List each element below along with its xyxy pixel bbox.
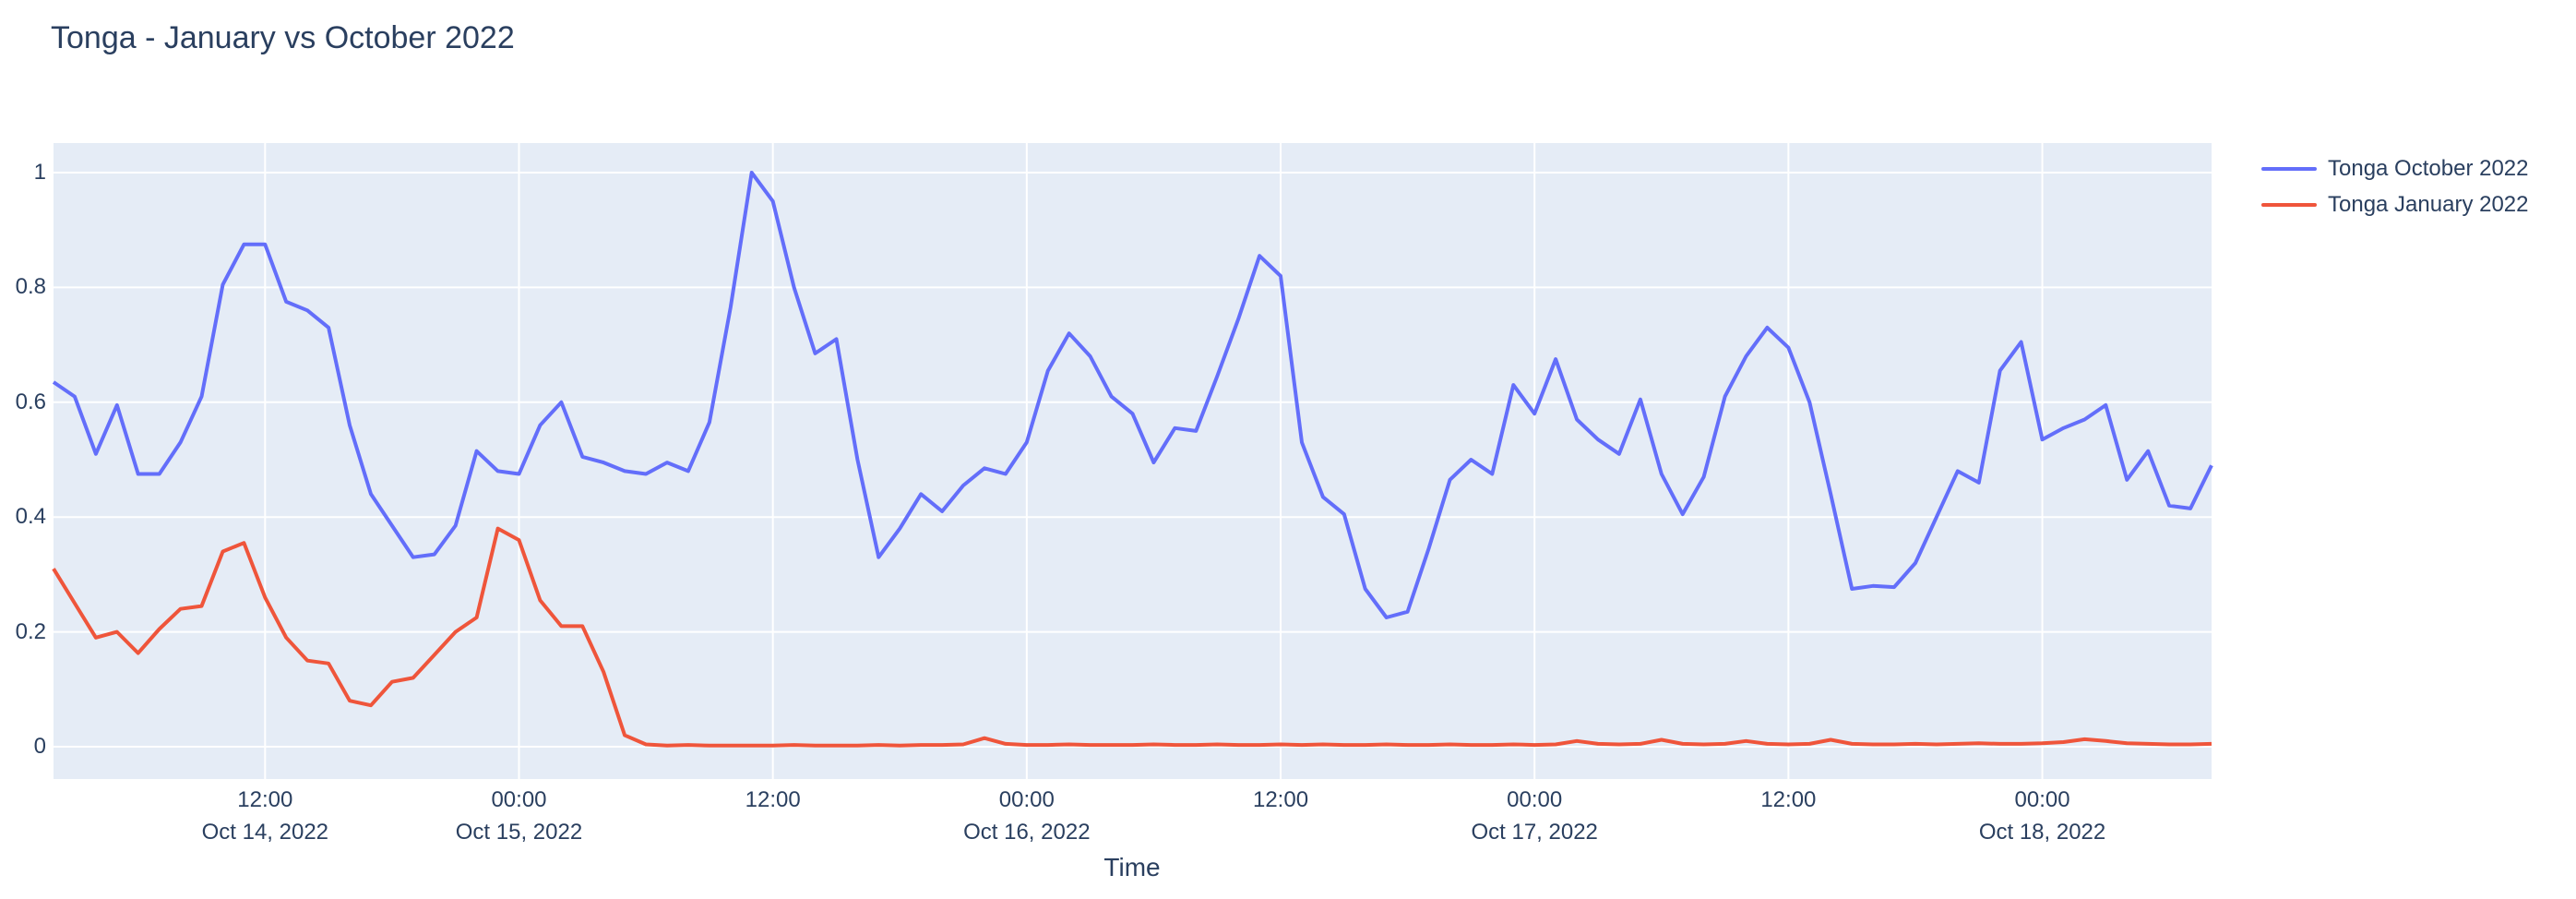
legend-line-swatch [2261, 167, 2317, 171]
x-tick-date-label: Oct 18, 2022 [1978, 820, 2106, 845]
plot-background [54, 143, 2212, 779]
chart-title: Tonga - January vs October 2022 [51, 20, 515, 55]
x-tick-time-label: 00:00 [491, 787, 547, 812]
legend-line-swatch [2261, 203, 2317, 207]
x-tick-time-label: 12:00 [745, 787, 801, 812]
x-tick-date-label: Oct 15, 2022 [455, 820, 583, 845]
legend-label: Tonga October 2022 [2328, 156, 2529, 181]
y-tick-label-0.8: 0.8 [15, 274, 46, 300]
x-tick-time-label: 00:00 [998, 787, 1055, 812]
legend-label: Tonga January 2022 [2328, 192, 2529, 217]
legend-item-tonga-october-2022[interactable]: Tonga October 2022 [2261, 154, 2529, 184]
x-tick-time-label: 00:00 [1507, 787, 1563, 812]
x-tick-date-label: Oct 14, 2022 [201, 820, 329, 845]
x-tick-date-label: Oct 16, 2022 [963, 820, 1091, 845]
x-tick-date-label: Oct 17, 2022 [1471, 820, 1598, 845]
series-line-tonga-january-2022 [52, 526, 2212, 748]
x-tick-time-label: 00:00 [2014, 787, 2070, 812]
series-line-tonga-october-2022 [52, 171, 2213, 619]
y-tick-label-1: 1 [33, 160, 46, 185]
x-tick-time-label: 12:00 [1760, 787, 1817, 812]
x-tick-time-label: 12:00 [237, 787, 293, 812]
y-tick-label-0.6: 0.6 [15, 389, 46, 414]
x-axis-title: Time [1103, 853, 1161, 881]
x-tick-time-label: 12:00 [1252, 787, 1309, 812]
y-tick-label-0.2: 0.2 [15, 618, 46, 644]
legend-item-tonga-january-2022[interactable]: Tonga January 2022 [2261, 190, 2529, 220]
y-tick-label-0: 0 [33, 734, 46, 759]
y-tick-label-0.4: 0.4 [15, 504, 46, 530]
